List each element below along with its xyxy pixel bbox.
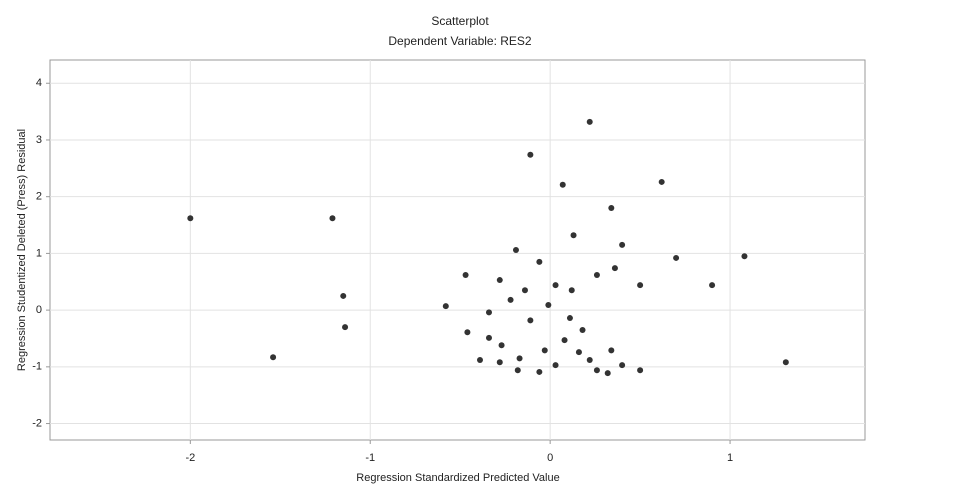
point	[545, 302, 551, 308]
point	[783, 359, 789, 365]
point	[270, 354, 276, 360]
point	[619, 242, 625, 248]
point	[536, 259, 542, 265]
point	[499, 342, 505, 348]
point	[477, 357, 483, 363]
y-tick-label: 0	[36, 304, 42, 316]
point	[497, 359, 503, 365]
x-tick-label: -1	[365, 452, 375, 464]
chart-subtitle: Dependent Variable: RES2	[388, 34, 532, 48]
point	[637, 282, 643, 288]
point	[569, 287, 575, 293]
point	[536, 369, 542, 375]
y-tick-label: 1	[36, 247, 42, 259]
point	[443, 303, 449, 309]
point	[580, 327, 586, 333]
point	[619, 362, 625, 368]
point	[486, 309, 492, 315]
point	[637, 367, 643, 373]
chart: Scatterplot Dependent Variable: RES2 Reg…	[0, 0, 973, 493]
point	[608, 205, 614, 211]
point	[562, 337, 568, 343]
x-tick-label: -2	[185, 452, 195, 464]
point	[605, 370, 611, 376]
point	[515, 367, 521, 373]
point	[553, 282, 559, 288]
point	[587, 119, 593, 125]
y-tick-label: 3	[36, 134, 42, 146]
point	[553, 362, 559, 368]
point	[594, 272, 600, 278]
point	[342, 324, 348, 330]
point	[513, 247, 519, 253]
point	[187, 215, 193, 221]
point	[340, 293, 346, 299]
y-tick-label: 2	[36, 191, 42, 203]
point	[612, 265, 618, 271]
x-tick-label: 1	[727, 452, 733, 464]
point	[673, 255, 679, 261]
x-axis-label: Regression Standardized Predicted Value	[356, 472, 559, 484]
point	[508, 297, 514, 303]
point	[527, 152, 533, 158]
point	[709, 282, 715, 288]
point	[608, 347, 614, 353]
y-tick-label: 4	[36, 77, 42, 89]
point	[576, 349, 582, 355]
point	[463, 272, 469, 278]
y-axis-label: Regression Studentized Deleted (Press) R…	[16, 129, 28, 371]
point	[464, 329, 470, 335]
point	[527, 317, 533, 323]
point	[522, 287, 528, 293]
point	[587, 357, 593, 363]
point	[741, 253, 747, 259]
chart-title: Scatterplot	[431, 14, 489, 28]
point	[517, 355, 523, 361]
point	[560, 182, 566, 188]
y-tick-label: -1	[32, 361, 42, 373]
point	[567, 315, 573, 321]
plot-frame	[50, 60, 865, 440]
point	[486, 335, 492, 341]
point	[659, 179, 665, 185]
point	[542, 347, 548, 353]
point	[571, 232, 577, 238]
point	[329, 215, 335, 221]
y-tick-label: -2	[32, 417, 42, 429]
page: {"chart_data": { "type": "scatter", "tit…	[0, 0, 973, 493]
point	[497, 277, 503, 283]
point	[594, 367, 600, 373]
x-tick-label: 0	[547, 452, 553, 464]
